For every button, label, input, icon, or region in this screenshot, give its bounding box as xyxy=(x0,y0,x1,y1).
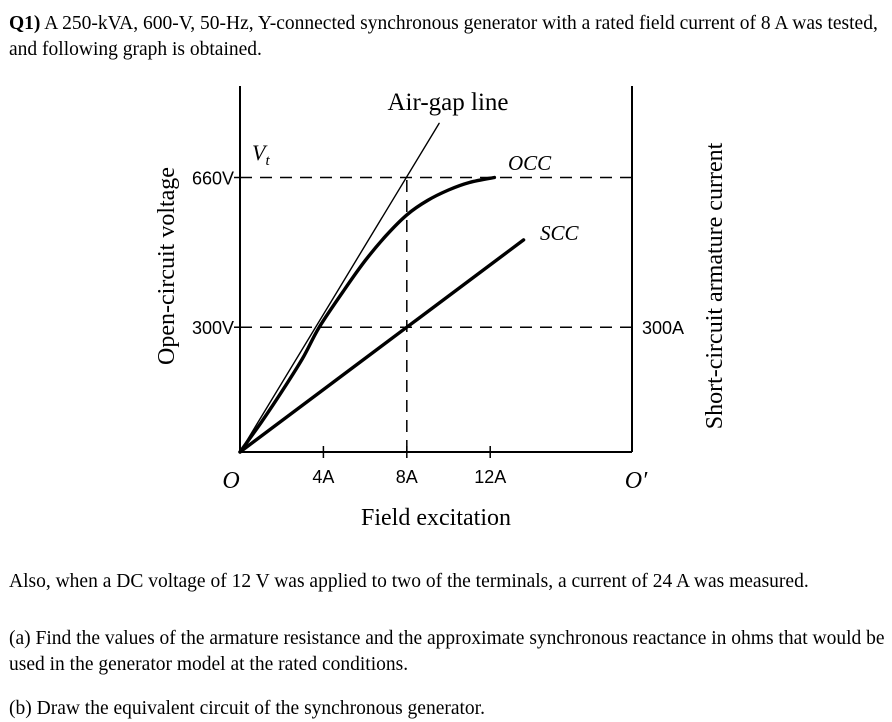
chart-labels: Air-gap line Vt OCC SCC O O′ Field excit… xyxy=(154,89,728,531)
right-tick-label-0: 300A xyxy=(642,318,684,338)
x-tick-label-0: 4A xyxy=(312,467,334,487)
airgap-line xyxy=(239,122,440,453)
x-axis-ticks xyxy=(234,176,491,458)
origin-right-label: O′ xyxy=(625,468,648,494)
question-statement: A 250-kVA, 600-V, 50-Hz, Y-connected syn… xyxy=(9,13,878,60)
axes xyxy=(239,86,633,453)
right-axis-title: Short-circuit armature current xyxy=(702,142,728,429)
part-a-question: (a) Find the values of the armature resi… xyxy=(9,628,885,675)
occ-label: OCC xyxy=(508,151,552,175)
scc-label: SCC xyxy=(540,221,580,245)
series xyxy=(238,122,526,454)
scc-line xyxy=(238,238,526,454)
x-axis-title: Field excitation xyxy=(361,505,511,531)
vt-label-main: V xyxy=(252,140,268,165)
vt-label: Vt xyxy=(252,140,270,169)
vt-label-subscript: t xyxy=(265,153,270,169)
occ-curve xyxy=(238,175,497,454)
part-b-question: (b) Draw the equivalent circuit of the s… xyxy=(9,698,485,719)
left-tick-label-0: 300V xyxy=(192,318,234,338)
left-axis-title: Open-circuit voltage xyxy=(154,167,180,365)
x-tick-label-2: 12A xyxy=(474,467,506,487)
left-tick-label-1: 660V xyxy=(192,169,234,189)
x-tick-label-1: 8A xyxy=(396,467,418,487)
guide-lines xyxy=(240,176,632,452)
origin-label: O xyxy=(222,468,239,494)
question-intro: Q1) A 250-kVA, 600-V, 50-Hz, Y-connected… xyxy=(9,11,885,63)
question-number: Q1) xyxy=(9,13,41,34)
airgap-line-label: Air-gap line xyxy=(388,89,509,116)
dc-test-paragraph: Also, when a DC voltage of 12 V was appl… xyxy=(9,571,809,592)
